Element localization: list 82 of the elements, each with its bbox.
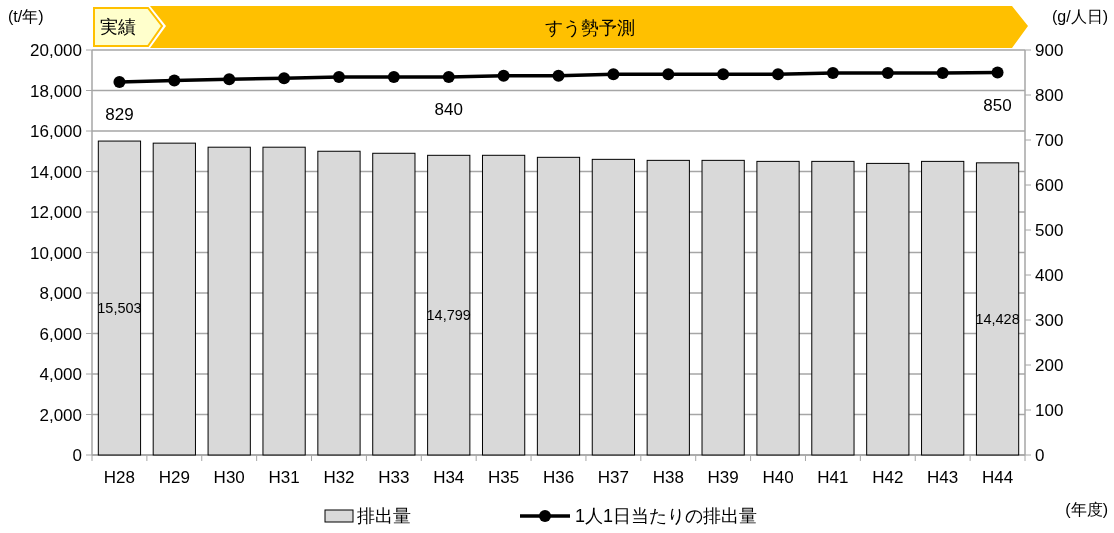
bar [262,146,306,456]
x-axis-title: (年度) [1065,501,1108,518]
y2-tick-label: 900 [1035,41,1064,60]
y2-tick-label: 800 [1035,86,1064,105]
bar [921,160,965,456]
x-tick-label: H31 [268,468,300,487]
bar [372,152,416,456]
x-tick-label: H33 [378,468,410,487]
y2-tick-label: 400 [1035,266,1064,285]
data-label: 840 [434,100,463,119]
data-label: 829 [105,104,134,124]
bar [207,146,251,456]
point [497,69,510,82]
point [223,73,236,86]
y-tick-label: 2,000 [39,405,82,425]
y2-tick-label: 100 [1035,401,1064,420]
y-tick-label: 0 [72,446,82,465]
legend-label: 1人1日当たりの排出量 [575,506,758,526]
y-tick-label: 16,000 [30,122,82,141]
y2-axis-title: (g/人日) [1052,8,1108,25]
x-tick-label: H32 [323,468,355,487]
x-tick-label: H44 [981,468,1014,487]
x-tick-label: H39 [707,468,739,487]
bar [317,150,361,456]
point [991,66,1004,79]
y-tick-label: 4,000 [39,365,82,384]
point [772,68,785,81]
text: 実績 [100,17,136,37]
x-tick-label: H35 [488,468,520,487]
point [168,74,181,87]
x-tick-label: H36 [542,468,575,487]
y-tick-label: 20,000 [30,41,82,60]
bar [701,159,745,456]
point [278,72,291,85]
x-tick-label: H29 [158,468,190,487]
bar [756,160,800,456]
text: すう勢予測 [545,18,635,38]
x-tick-label: H34 [433,468,465,487]
y2-tick-label: 200 [1035,356,1064,375]
bar [866,162,910,456]
point [113,75,126,88]
point [387,71,400,83]
point [881,66,894,79]
x-tick-label: H37 [597,468,629,487]
x-tick-label: H40 [762,468,794,487]
point [442,71,455,83]
x-tick-label: H38 [652,468,684,487]
y-tick-label: 10,000 [30,243,82,263]
point [662,68,675,81]
bar [811,160,855,456]
y2-tick-label: 0 [1035,446,1045,465]
data-label: 850 [983,95,1012,115]
y-tick-label: 18,000 [30,81,82,101]
point [826,66,839,79]
bar [536,156,581,456]
bar [427,154,471,456]
y-tick-label: 6,000 [39,324,82,344]
x-tick-label: H28 [103,468,136,487]
bar [152,142,196,456]
point [607,68,620,81]
point [936,66,949,79]
point [552,69,565,82]
x-tick-label: H41 [817,468,849,487]
point [332,71,345,83]
bar [97,140,142,456]
y-axis-title: (t/年) [8,8,44,25]
legend-label: 排出量 [357,506,411,526]
x-tick-label: H42 [872,468,904,487]
x-tick-label: H30 [213,468,245,487]
bar [481,154,526,456]
y2-tick-label: 600 [1035,176,1064,195]
x-tick-label: H43 [927,468,959,487]
point [717,68,730,81]
bar [591,158,636,456]
y-tick-label: 12,000 [30,203,82,222]
y2-tick-label: 500 [1035,221,1064,240]
bar [646,159,690,456]
y-tick-label: 14,000 [30,162,82,182]
y-tick-label: 8,000 [39,284,82,303]
y2-tick-label: 300 [1035,311,1064,330]
bar [975,162,1020,456]
y2-tick-label: 700 [1035,131,1064,150]
